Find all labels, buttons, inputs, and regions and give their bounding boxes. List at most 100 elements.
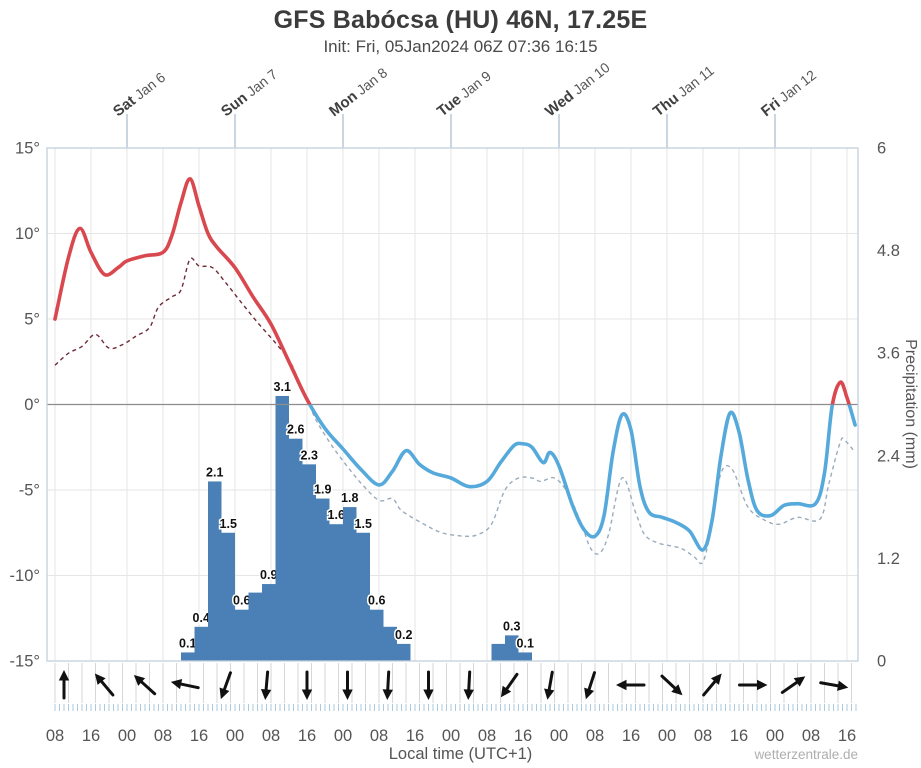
temperature-below-zero (307, 404, 857, 552)
plot-frame (46, 147, 859, 662)
precip-bar-label: 1.8 (341, 491, 358, 505)
precip-bar-label: 3.1 (274, 380, 291, 394)
precipitation-tick-label: 2.4 (877, 447, 900, 465)
precip-bar (505, 635, 519, 661)
wind-arrow-icon (463, 670, 474, 700)
precip-bar (329, 524, 343, 661)
x-tick-label: 08 (478, 727, 496, 745)
x-axis-labels: 08 16 00 08 16 00 08 16 00 08 16 00 08 16 00 08 16 00 08 16… (46, 727, 856, 745)
wind-arrow-icon (219, 671, 232, 700)
precip-bar (383, 626, 397, 661)
precip-bar-label: 0.2 (395, 628, 412, 642)
wind-arrow-icon (94, 673, 115, 697)
temperature-tick-label: 15° (15, 140, 40, 158)
precip-bar-label: 1.5 (355, 517, 372, 531)
wind-arrow-icon (500, 672, 519, 698)
wind-arrow-icon (584, 671, 597, 700)
precip-bar-label: 0.1 (517, 636, 534, 650)
precip-bar (289, 438, 303, 661)
precip-bar (248, 592, 262, 661)
x-tick-label: 16 (190, 727, 208, 745)
dew-point-below-zero (308, 404, 855, 565)
precip-bar-label: 1.9 (314, 483, 331, 497)
watermark: wetterzentrale.de (754, 747, 858, 762)
precip-bar (262, 584, 276, 661)
x-tick-label: 16 (514, 727, 532, 745)
precipitation-tick-label: 6 (877, 140, 886, 158)
wind-arrow-icon (660, 674, 683, 696)
hourly-ticks (54, 704, 857, 711)
x-tick-label: 16 (622, 727, 640, 745)
wind-arrow-icon (301, 670, 313, 700)
temperature-axis-labels: 15° 10° 5° 0° -5° -10° -15° (10, 140, 40, 671)
precip-bar (316, 498, 330, 661)
x-tick-label: 00 (442, 727, 460, 745)
precip-bar (208, 481, 222, 661)
x-tick-label: 00 (550, 727, 568, 745)
precip-bar (181, 652, 195, 661)
x-tick-label: 16 (838, 727, 856, 745)
precip-bar-label: 1.5 (220, 517, 237, 531)
wind-arrow-icon (738, 679, 768, 691)
precip-bar (343, 507, 357, 661)
precipitation-bars: 0.1 0.4 2.1 1.5 0.6 0.9 3.1 2.6 2.3 1.9 1.6 1.8 1.5 0… (178, 378, 535, 661)
x-tick-label: 16 (82, 727, 100, 745)
precip-bar (221, 532, 235, 661)
precip-bar (235, 609, 249, 661)
x-tick-label: 08 (370, 727, 388, 745)
temperature-tick-label: 5° (24, 311, 40, 329)
day-axis: Sat Jan 6 Sun Jan 7 Mon Jan 8 Tue Jan 9 Wed … (110, 59, 819, 148)
precipitation-tick-label: 4.8 (877, 242, 900, 260)
precip-bar (194, 626, 208, 661)
temperature-tick-label: 10° (15, 225, 40, 243)
precipitation-tick-label: 0 (877, 653, 886, 671)
precip-bar (518, 652, 532, 661)
day-label: Sat Jan 6 (110, 69, 169, 120)
x-tick-label: 08 (154, 727, 172, 745)
precip-bar-label: 2.6 (287, 423, 304, 437)
wind-arrow-icon (616, 679, 646, 691)
temperature-tick-label: -10° (10, 567, 40, 585)
precip-bar-label: 0.6 (233, 594, 250, 608)
x-tick-label: 00 (658, 727, 676, 745)
x-tick-label: 00 (334, 727, 352, 745)
precip-bar-label: 0.1 (179, 636, 196, 650)
wind-arrow-icon (819, 680, 849, 691)
precip-bar (370, 609, 384, 661)
precip-bar-label: 0.4 (193, 611, 210, 625)
wind-arrow-icon (544, 670, 555, 700)
precipitation-tick-label: 3.6 (877, 345, 900, 363)
page-title: GFS Babócsa (HU) 46N, 17.25E (273, 6, 648, 34)
wind-arrow-icon (260, 670, 272, 700)
precipitation-axis-title: Precipitation (mm) (902, 339, 919, 469)
x-axis-title: Local time (UTC+1) (388, 745, 533, 763)
precip-bar-label: 1.6 (328, 508, 345, 522)
wind-arrow-icon (780, 676, 806, 694)
temperature-tick-label: -15° (10, 653, 40, 671)
precip-bar-label: 2.1 (206, 465, 223, 479)
day-label: Mon Jan 8 (326, 64, 391, 120)
precip-bar (356, 532, 370, 661)
precipitation-tick-label: 1.2 (877, 550, 900, 568)
wind-strip (54, 663, 852, 703)
temperature-above-zero (53, 177, 852, 405)
wind-arrow-icon (170, 678, 200, 690)
precip-bar-label: 0.6 (368, 594, 385, 608)
precip-bar (275, 395, 289, 661)
precip-bar-label: 0.9 (260, 568, 277, 582)
wind-arrow-icon (133, 674, 157, 696)
precipitation-axis-labels: 6 4.8 3.6 2.4 1.2 0 Precipitation (mm) (877, 140, 919, 671)
precip-bar (302, 464, 316, 661)
temperature-tick-label: -5° (19, 482, 40, 500)
x-tick-label: 08 (262, 727, 280, 745)
wind-arrow-icon (342, 670, 353, 700)
chart-init-subtitle: Init: Fri, 05Jan2024 06Z 07:36 16:15 (323, 37, 598, 56)
day-label: Tue Jan 9 (434, 67, 495, 120)
x-tick-label: 16 (298, 727, 316, 745)
precip-bar (397, 643, 411, 661)
day-label: Wed Jan 10 (542, 59, 614, 120)
temperature-tick-label: 0° (24, 396, 40, 414)
wind-arrow-icon (423, 670, 434, 700)
x-tick-label: 08 (694, 727, 712, 745)
